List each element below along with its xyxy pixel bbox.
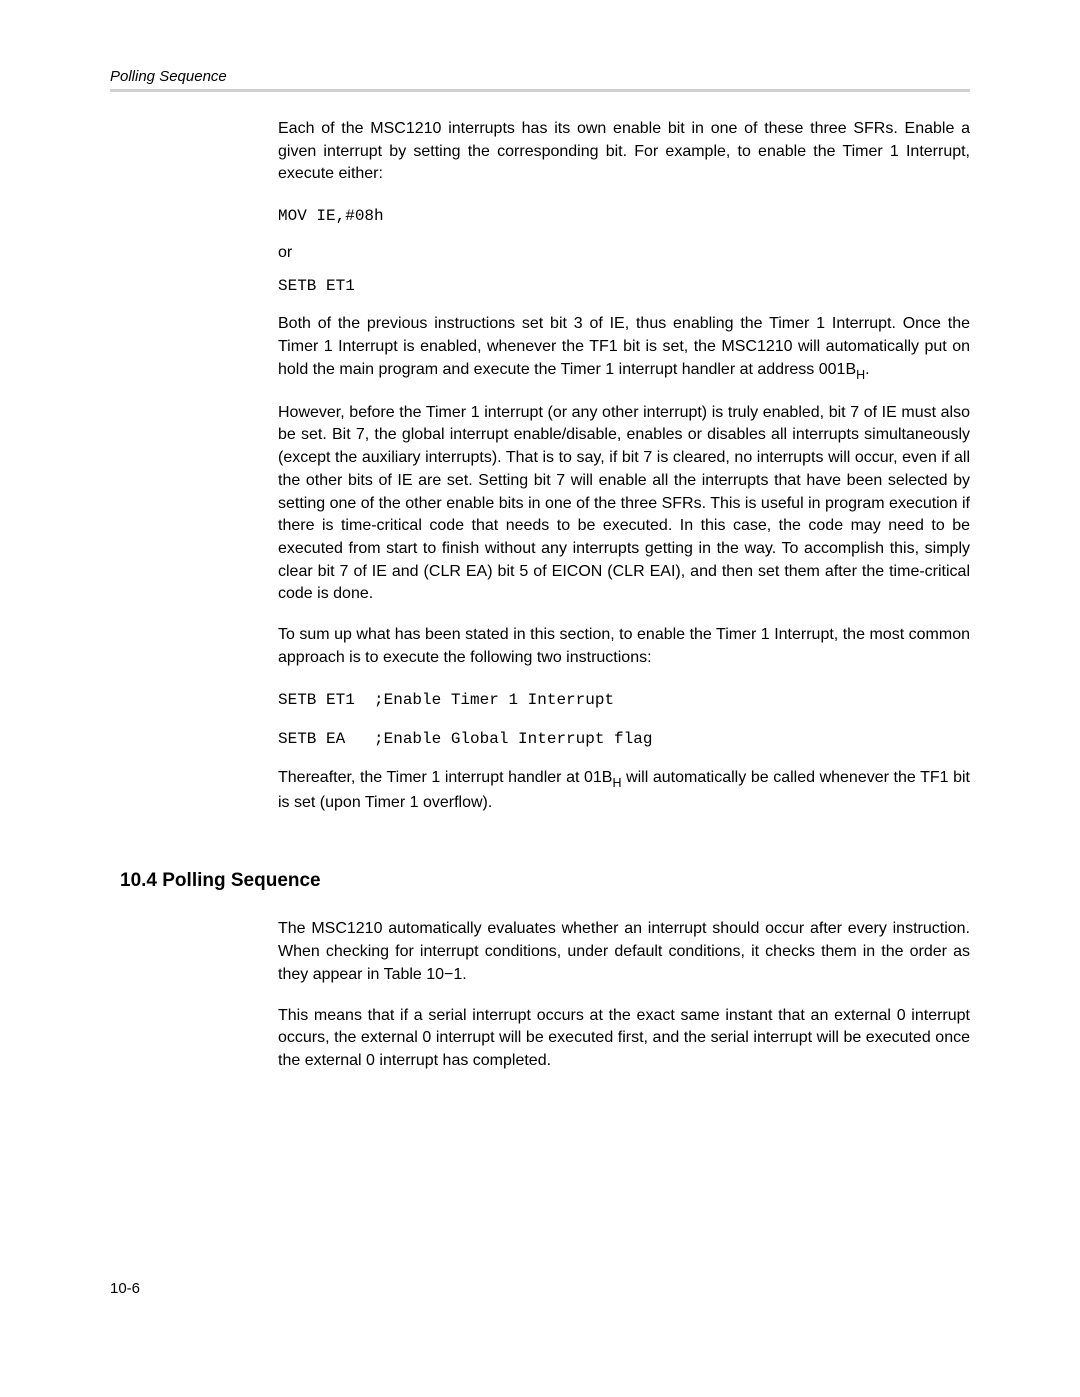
code-setb-et1-comment: SETB ET1 ;Enable Timer 1 Interrupt xyxy=(278,688,970,714)
subscript-h-2: H xyxy=(612,776,621,790)
subscript-h-1: H xyxy=(856,368,865,382)
section-heading-polling: 10.4 Polling Sequence xyxy=(120,870,970,892)
page-footer: 10-6 xyxy=(110,1280,140,1297)
paragraph-polling-1: The MSC1210 automatically evaluates whet… xyxy=(278,918,970,986)
paragraph-summary: To sum up what has been stated in this s… xyxy=(278,624,970,669)
code-setb-ea-comment: SETB EA ;Enable Global Interrupt flag xyxy=(278,727,970,753)
code-setb-et1: SETB ET1 xyxy=(278,274,970,300)
paragraph-thereafter: Thereafter, the Timer 1 interrupt handle… xyxy=(278,767,970,815)
paragraph-intro: Each of the MSC1210 interrupts has its o… xyxy=(278,118,970,186)
paragraph-polling-2: This means that if a serial interrupt oc… xyxy=(278,1005,970,1073)
page-container: Polling Sequence Each of the MSC1210 int… xyxy=(0,0,1080,1073)
paragraph-bit7: However, before the Timer 1 interrupt (o… xyxy=(278,402,970,606)
paragraph-bit3-text-b: . xyxy=(865,361,869,378)
paragraph-bit3: Both of the previous instructions set bi… xyxy=(278,313,970,383)
or-separator: or xyxy=(278,244,970,262)
code-mov-ie: MOV IE,#08h xyxy=(278,204,970,230)
running-header-title: Polling Sequence xyxy=(110,68,970,85)
main-content: Each of the MSC1210 interrupts has its o… xyxy=(278,118,970,814)
page-header: Polling Sequence xyxy=(110,68,970,92)
paragraph-thereafter-text-a: Thereafter, the Timer 1 interrupt handle… xyxy=(278,769,612,786)
header-rule xyxy=(110,89,970,92)
page-number: 10-6 xyxy=(110,1280,140,1297)
section-content: The MSC1210 automatically evaluates whet… xyxy=(278,918,970,1072)
